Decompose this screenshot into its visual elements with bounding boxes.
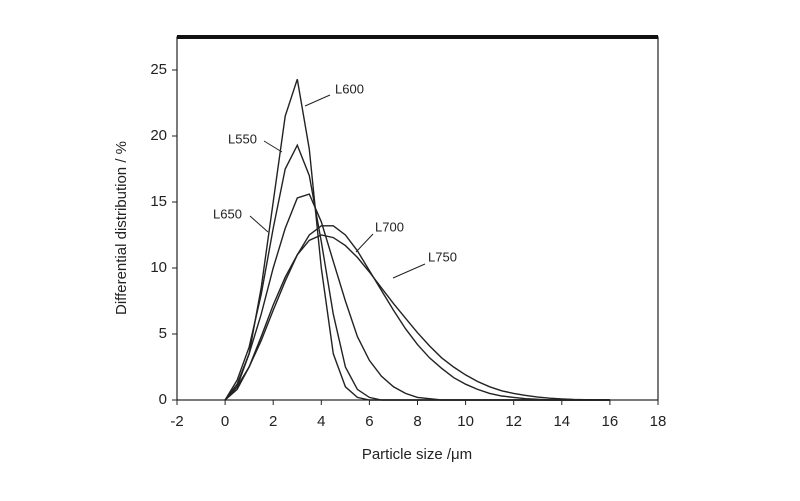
x-tick-label: 14 bbox=[553, 413, 570, 430]
series-line bbox=[224, 78, 610, 401]
series-line bbox=[224, 234, 610, 401]
label-leader bbox=[392, 263, 426, 279]
x-tick-label: 4 bbox=[317, 413, 325, 430]
x-tick-label: 10 bbox=[457, 413, 474, 430]
label-leader bbox=[263, 140, 283, 153]
x-tick-label: 18 bbox=[650, 413, 667, 430]
y-tick-label: 5 bbox=[159, 325, 167, 342]
series-line bbox=[224, 193, 610, 401]
series-label: L600 bbox=[335, 81, 364, 96]
label-leader bbox=[249, 215, 269, 233]
x-tick-label: -2 bbox=[170, 413, 183, 430]
x-tick-label: 12 bbox=[505, 413, 522, 430]
x-tick-label: 2 bbox=[269, 413, 277, 430]
series-label: L650 bbox=[213, 206, 242, 221]
series-line bbox=[224, 143, 610, 401]
y-tick-label: 0 bbox=[159, 391, 167, 408]
series-label: L700 bbox=[375, 219, 404, 234]
series-line bbox=[224, 225, 610, 401]
series-label: L550 bbox=[228, 131, 257, 146]
y-tick-label: 20 bbox=[150, 127, 167, 144]
y-tick-label: 15 bbox=[150, 193, 167, 210]
x-tick-label: 6 bbox=[365, 413, 373, 430]
series-label: L750 bbox=[428, 249, 457, 264]
label-leader bbox=[355, 233, 374, 253]
x-tick-label: 0 bbox=[221, 413, 229, 430]
x-tick-label: 16 bbox=[602, 413, 619, 430]
x-axis-label: Particle size /μm bbox=[362, 446, 472, 463]
y-axis-label: Differential distribution / % bbox=[113, 141, 130, 315]
y-tick-label: 25 bbox=[150, 61, 167, 78]
label-leader bbox=[304, 94, 331, 107]
y-tick-label: 10 bbox=[150, 259, 167, 276]
x-tick-label: 8 bbox=[413, 413, 421, 430]
